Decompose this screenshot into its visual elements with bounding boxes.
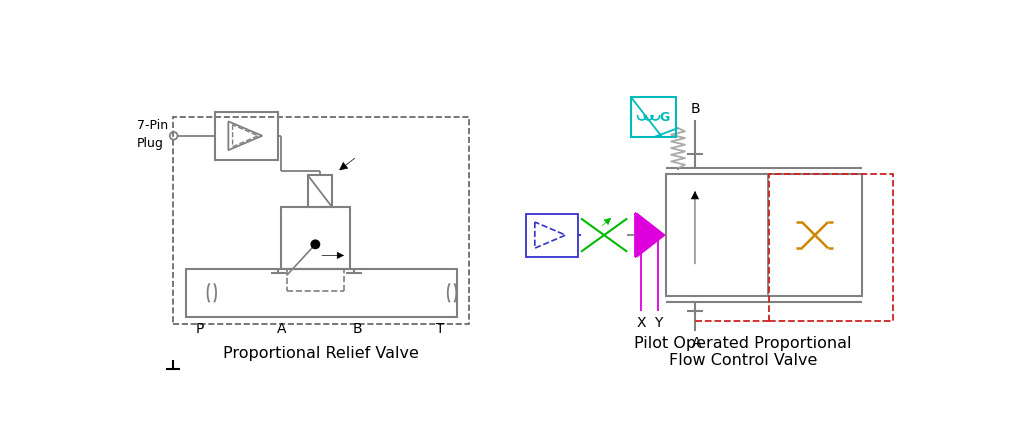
Text: B: B <box>690 102 699 116</box>
Text: Plug: Plug <box>137 137 164 150</box>
Polygon shape <box>637 213 665 257</box>
Bar <box>525 213 578 257</box>
Text: Y: Y <box>653 316 663 330</box>
Text: X: X <box>636 316 646 330</box>
Text: A: A <box>692 336 701 350</box>
Text: P: P <box>196 322 204 336</box>
Bar <box>281 207 350 269</box>
Text: G: G <box>659 111 670 124</box>
Bar <box>186 269 457 317</box>
Bar <box>769 174 893 321</box>
Text: B: B <box>352 322 361 336</box>
Bar <box>307 175 333 207</box>
Bar <box>173 117 469 324</box>
Text: Pilot Operated Proportional
Flow Control Valve: Pilot Operated Proportional Flow Control… <box>634 336 852 368</box>
Bar <box>666 174 862 296</box>
Circle shape <box>311 240 319 248</box>
Text: T: T <box>436 322 444 336</box>
Text: A: A <box>276 322 287 336</box>
Text: Proportional Relief Valve: Proportional Relief Valve <box>223 346 419 361</box>
Text: 7-Pin: 7-Pin <box>137 119 168 132</box>
Bar <box>215 112 279 160</box>
Bar <box>631 97 676 137</box>
